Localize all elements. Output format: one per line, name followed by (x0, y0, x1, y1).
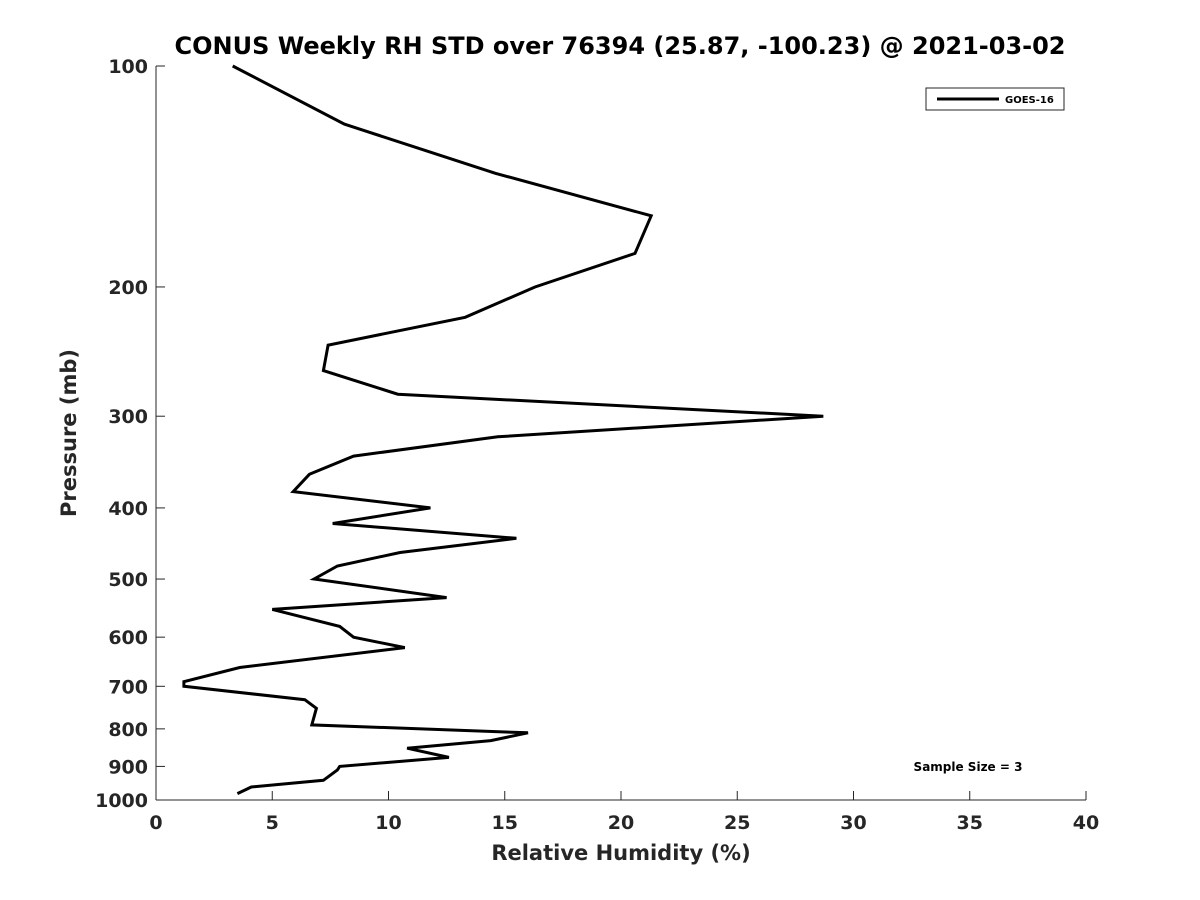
x-tick-label: 30 (840, 812, 866, 834)
y-tick-label: 300 (108, 406, 148, 428)
x-tick-label: 0 (149, 812, 162, 834)
legend-label-goes-16: GOES-16 (1005, 95, 1054, 106)
chart-title: CONUS Weekly RH STD over 76394 (25.87, -… (174, 32, 1065, 60)
y-axis-label: Pressure (mb) (57, 349, 81, 517)
y-tick-label: 600 (108, 627, 148, 649)
series-group (182, 64, 824, 795)
y-tick-label: 500 (108, 569, 148, 591)
series-line-goes-16 (182, 64, 824, 795)
axes (155, 66, 1086, 801)
y-tick-label: 200 (108, 277, 148, 299)
x-tick-label: 10 (375, 812, 401, 834)
x-tick-label: 35 (957, 812, 983, 834)
y-tick-label: 400 (108, 498, 148, 520)
y-tick-label: 100 (108, 56, 148, 78)
y-ticks: 100 200 300 400 500 600 700 800 900 1000 (95, 56, 165, 812)
x-ticks: 0 5 10 15 20 25 30 35 40 (149, 791, 1099, 834)
legend: GOES-16 (925, 87, 1065, 111)
y-tick-label: 900 (108, 756, 148, 778)
sample-size-annotation: Sample Size = 3 (914, 760, 1023, 774)
x-tick-label: 20 (608, 812, 634, 834)
x-tick-label: 5 (266, 812, 279, 834)
x-tick-label: 25 (724, 812, 750, 834)
x-tick-label: 15 (492, 812, 518, 834)
y-tick-label: 700 (108, 676, 148, 698)
y-tick-label: 800 (108, 719, 148, 741)
x-tick-label: 40 (1073, 812, 1099, 834)
x-axis-label: Relative Humidity (%) (491, 841, 750, 865)
y-tick-label: 1000 (95, 790, 148, 812)
